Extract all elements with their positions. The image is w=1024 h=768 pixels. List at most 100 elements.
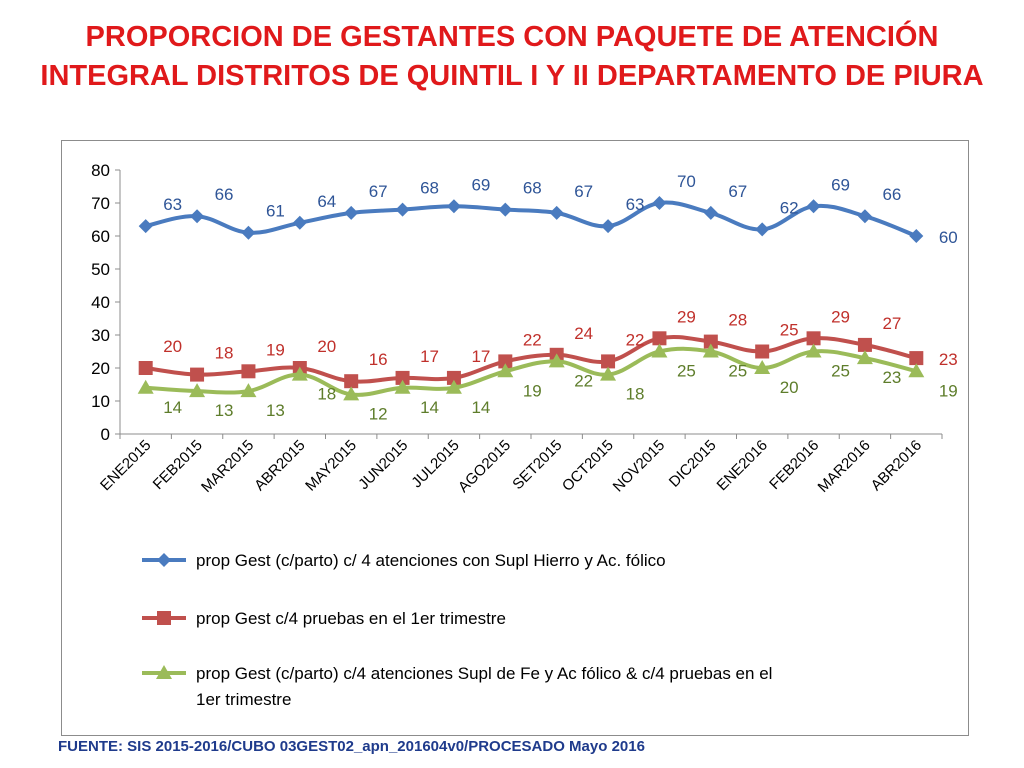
legend-label-blue: prop Gest (c/parto) c/ 4 atenciones con …: [196, 551, 666, 570]
series-line-blue: [145, 200, 918, 238]
y-tick-label: 0: [101, 425, 110, 444]
data-label-red: 17: [471, 347, 490, 366]
y-tick-label: 80: [91, 161, 110, 180]
data-label-red: 24: [574, 324, 593, 343]
marker-green: [291, 366, 308, 381]
x-tick-label: ABR2016: [868, 437, 925, 494]
data-label-red: 22: [523, 330, 542, 349]
marker-green: [600, 366, 617, 381]
data-label-blue: 66: [882, 185, 901, 204]
marker-blue: [498, 202, 513, 217]
x-tick-label: NOV2015: [610, 437, 669, 496]
slide-title: PROPORCION DE GESTANTES CON PAQUETE DE A…: [40, 21, 984, 92]
marker-green: [651, 343, 668, 358]
x-tick-label: ABR2015: [251, 437, 308, 494]
data-label-red: 29: [677, 307, 696, 326]
y-tick-label: 40: [91, 293, 110, 312]
x-tick-label: MAR2016: [815, 437, 874, 496]
data-label-green: 13: [215, 401, 234, 420]
data-label-green: 20: [780, 378, 799, 397]
data-label-green: 12: [369, 404, 388, 423]
data-label-blue: 63: [163, 195, 182, 214]
data-label-green: 14: [420, 398, 439, 417]
data-label-blue: 68: [420, 179, 439, 198]
data-label-red: 20: [317, 337, 336, 356]
marker-blue: [446, 199, 461, 214]
marker-blue: [549, 205, 564, 220]
data-label-green: 13: [266, 401, 285, 420]
data-label-blue: 68: [523, 179, 542, 198]
data-label-green: 18: [317, 385, 336, 404]
x-tick-label: OCT2015: [559, 437, 617, 495]
data-label-blue: 66: [215, 185, 234, 204]
data-label-green: 18: [626, 385, 645, 404]
line-chart: 01020304050607080ENE2015FEB2015MAR2015AB…: [91, 161, 958, 709]
marker-blue: [703, 205, 718, 220]
x-tick-label: MAR2015: [198, 437, 257, 496]
marker-blue: [190, 209, 205, 224]
marker-blue: [395, 202, 410, 217]
legend-label-green: prop Gest (c/parto) c/4 atenciones Supl …: [196, 664, 772, 683]
y-tick-label: 60: [91, 227, 110, 246]
legend-label-green-cont: 1er trimestre: [196, 690, 291, 709]
data-label-red: 17: [420, 347, 439, 366]
data-label-red: 16: [369, 350, 388, 369]
data-label-green: 19: [523, 381, 542, 400]
footer-source: FUENTE: SIS 2015-2016/CUBO 03GEST02_apn_…: [58, 738, 645, 755]
marker-red: [652, 331, 667, 346]
data-label-green: 25: [728, 362, 747, 381]
marker-green: [137, 379, 154, 394]
data-label-green: 19: [939, 381, 958, 400]
x-tick-label: SET2015: [509, 437, 565, 493]
data-label-blue: 67: [728, 182, 747, 201]
legend-marker-blue: [157, 553, 171, 567]
marker-blue: [601, 219, 616, 234]
marker-blue: [652, 196, 667, 210]
data-label-green: 14: [163, 398, 182, 417]
legend-label-red: prop Gest c/4 pruebas en el 1er trimestr…: [196, 609, 506, 628]
data-label-green: 25: [831, 362, 850, 381]
y-tick-label: 20: [91, 359, 110, 378]
marker-blue: [857, 209, 872, 224]
y-tick-label: 70: [91, 194, 110, 213]
data-label-blue: 67: [369, 182, 388, 201]
series-line-red: [145, 334, 917, 384]
marker-green: [805, 343, 822, 358]
marker-blue: [138, 219, 153, 234]
data-label-blue: 61: [266, 202, 285, 221]
data-label-red: 28: [728, 311, 747, 330]
data-label-red: 20: [163, 337, 182, 356]
data-label-blue: 64: [317, 192, 336, 211]
data-label-green: 22: [574, 371, 593, 390]
y-tick-label: 30: [91, 326, 110, 345]
marker-blue: [909, 229, 924, 243]
data-label-blue: 67: [574, 182, 593, 201]
x-tick-label: MAY2015: [302, 437, 360, 495]
marker-green: [445, 379, 462, 394]
marker-blue: [241, 225, 256, 240]
data-label-green: 25: [677, 362, 696, 381]
data-label-red: 29: [831, 307, 850, 326]
marker-blue: [806, 199, 821, 214]
data-label-green: 23: [882, 368, 901, 387]
marker-red: [703, 334, 718, 349]
marker-red: [344, 374, 359, 389]
data-label-blue: 70: [677, 172, 696, 191]
marker-red: [190, 367, 205, 382]
x-tick-label: JUN2015: [355, 437, 411, 493]
data-label-red: 18: [215, 344, 234, 363]
marker-green: [548, 353, 565, 368]
x-tick-label: ENE2016: [714, 437, 771, 494]
marker-blue: [755, 222, 770, 237]
marker-green: [240, 383, 257, 398]
x-tick-label: DIC2015: [666, 437, 720, 491]
data-label-blue: 69: [831, 175, 850, 194]
data-label-blue: 63: [626, 195, 645, 214]
data-label-green: 14: [471, 398, 490, 417]
marker-green: [702, 343, 719, 358]
data-label-blue: 60: [939, 228, 958, 247]
y-tick-label: 10: [91, 392, 110, 411]
marker-red: [446, 370, 461, 385]
marker-blue: [344, 205, 359, 220]
marker-green: [343, 386, 360, 401]
